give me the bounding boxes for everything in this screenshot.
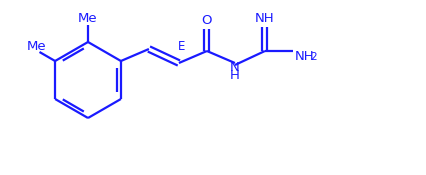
Text: Me: Me [27,40,46,52]
Text: N: N [230,61,239,75]
Text: H: H [230,69,239,82]
Text: NH: NH [294,51,314,64]
Text: E: E [178,40,185,52]
Text: Me: Me [78,12,98,24]
Text: NH: NH [254,12,274,26]
Text: O: O [201,15,212,27]
Text: 2: 2 [309,52,316,62]
